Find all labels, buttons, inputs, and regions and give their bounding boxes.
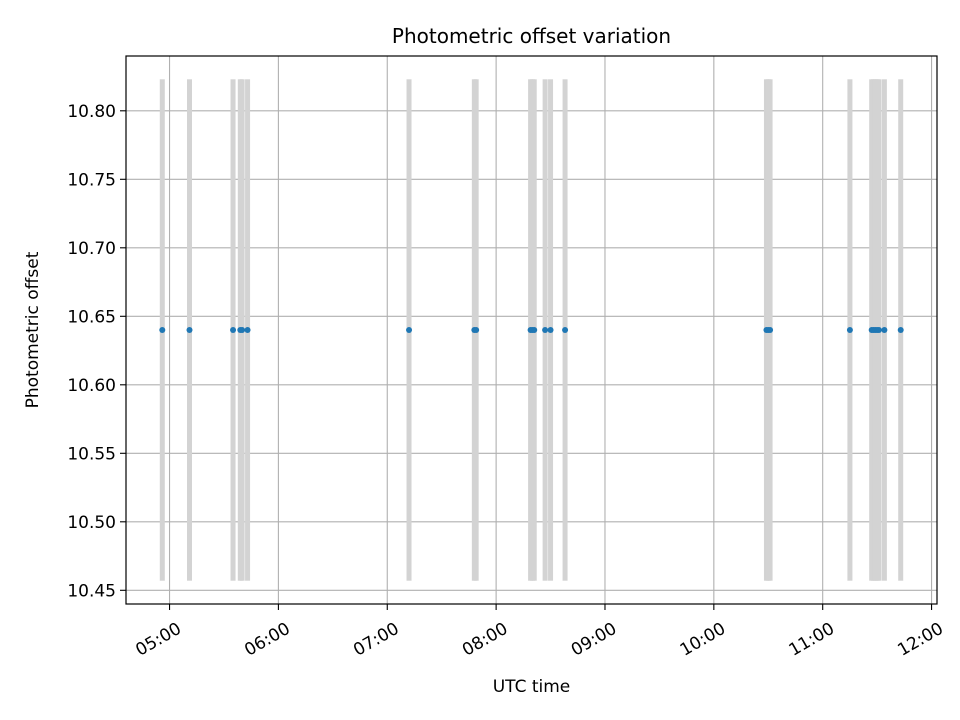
x-axis-title: UTC time bbox=[493, 677, 571, 697]
data-point bbox=[547, 327, 554, 333]
plot-frame bbox=[125, 55, 938, 605]
y-tick-label: 10.65 bbox=[67, 307, 116, 327]
data-point bbox=[875, 327, 882, 333]
y-tick-label: 10.45 bbox=[67, 581, 116, 601]
y-tick-label: 10.55 bbox=[67, 444, 116, 464]
data-point bbox=[473, 327, 480, 333]
chart-title: Photometric offset variation bbox=[392, 24, 671, 48]
y-axis-ticks: 10.45 10.50 10.55 10.60 10.65 10.70 10.75 10.80 bbox=[67, 102, 126, 601]
y-tick-label: 10.70 bbox=[67, 239, 116, 259]
data-point bbox=[542, 327, 549, 333]
data-point bbox=[186, 327, 193, 333]
data-point bbox=[767, 327, 774, 333]
data-point bbox=[244, 327, 251, 333]
data-point bbox=[881, 327, 888, 333]
data-point bbox=[897, 327, 904, 333]
data-point bbox=[159, 327, 166, 333]
y-tick-label: 10.60 bbox=[67, 376, 116, 396]
data-point bbox=[531, 327, 538, 333]
y-axis-title: Photometric offset bbox=[23, 251, 43, 408]
data-point bbox=[846, 327, 853, 333]
data-point bbox=[230, 327, 237, 333]
y-tick-label: 10.50 bbox=[67, 513, 116, 533]
y-tick-label: 10.75 bbox=[67, 170, 116, 190]
data-points bbox=[159, 327, 904, 333]
data-point bbox=[239, 327, 246, 333]
data-point bbox=[562, 327, 569, 333]
data-point bbox=[406, 327, 413, 333]
y-tick-label: 10.80 bbox=[67, 102, 116, 122]
